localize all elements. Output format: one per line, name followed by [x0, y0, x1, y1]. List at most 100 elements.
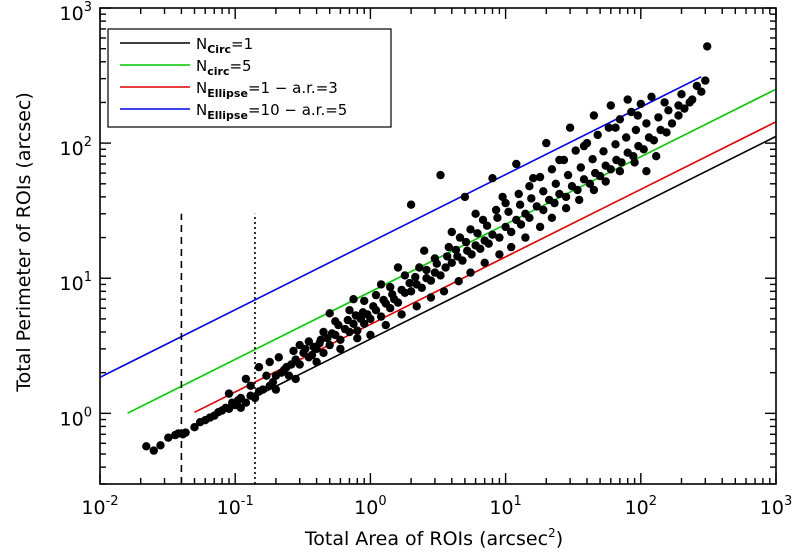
data-point	[417, 283, 426, 292]
data-point	[458, 256, 467, 265]
data-point	[289, 346, 298, 356]
data-point	[336, 335, 345, 344]
data-point	[550, 198, 559, 208]
data-point	[376, 312, 386, 321]
data-point	[353, 326, 362, 335]
data-point	[636, 99, 645, 109]
data-point	[674, 101, 683, 110]
data-point	[535, 172, 545, 182]
data-point	[606, 165, 615, 174]
y-tick-label: 102	[60, 135, 92, 160]
data-point	[284, 371, 294, 380]
data-point	[631, 125, 641, 135]
data-point	[585, 179, 595, 188]
data-point	[565, 123, 575, 132]
data-point	[573, 185, 582, 195]
axes: 10-2 10-1 100 101 102 103 100 101 102 103	[60, 0, 793, 519]
data-point	[405, 278, 414, 288]
legend-label-4: NEllipse=10 − a.r.=5	[196, 101, 347, 122]
data-point	[397, 285, 406, 295]
data-point	[507, 242, 516, 252]
data-point	[156, 441, 165, 450]
data-point	[611, 140, 620, 149]
data-point	[601, 177, 610, 186]
data-point	[561, 192, 571, 202]
data-point	[701, 76, 710, 85]
data-point	[397, 310, 406, 319]
data-point	[622, 133, 631, 142]
data-point	[525, 182, 534, 191]
data-point	[443, 252, 452, 261]
data-point	[268, 378, 278, 387]
data-point	[164, 433, 173, 442]
data-point	[250, 393, 260, 403]
data-point	[617, 158, 626, 167]
data-point	[307, 350, 317, 360]
x-tick-label: 101	[489, 494, 521, 519]
data-point	[334, 320, 343, 330]
data-point	[447, 227, 456, 237]
data-point	[630, 158, 639, 167]
data-point	[547, 213, 557, 222]
data-point	[484, 239, 493, 248]
data-point	[461, 237, 471, 247]
x-axis-title: Total Area of ROIs (arcsec2)	[304, 526, 563, 550]
data-point	[254, 362, 264, 372]
data-point	[539, 187, 548, 196]
data-point	[381, 320, 390, 330]
data-point	[532, 202, 541, 211]
data-point	[181, 428, 190, 437]
data-point	[588, 155, 597, 164]
data-point	[542, 138, 551, 148]
data-point	[360, 296, 369, 306]
data-point	[576, 163, 585, 172]
data-point	[246, 381, 255, 390]
data-point	[639, 145, 648, 154]
data-point	[319, 348, 328, 358]
data-point	[501, 222, 510, 232]
data-point	[325, 309, 334, 318]
data-point	[393, 298, 403, 307]
data-point	[697, 87, 706, 96]
data-point	[529, 174, 538, 183]
data-point	[611, 123, 620, 132]
data-point	[149, 446, 158, 455]
data-point	[360, 319, 369, 328]
data-point	[426, 293, 436, 302]
data-point	[376, 280, 386, 289]
data-point	[415, 263, 424, 272]
data-point	[304, 337, 313, 346]
data-point	[535, 222, 545, 232]
data-point	[654, 113, 663, 122]
data-point	[521, 233, 530, 242]
data-point	[467, 250, 476, 259]
data-point	[274, 353, 283, 362]
data-point	[555, 189, 564, 199]
data-point	[561, 204, 571, 213]
x-tick-label: 102	[625, 494, 657, 519]
data-point	[677, 90, 686, 99]
data-point	[439, 287, 449, 296]
data-point	[633, 111, 642, 120]
data-point	[295, 360, 304, 369]
data-point	[478, 215, 488, 225]
data-point	[393, 263, 403, 272]
data-point	[327, 329, 337, 338]
data-point	[301, 344, 310, 354]
data-point	[451, 245, 461, 255]
data-point	[649, 136, 659, 145]
series-line-4	[99, 76, 702, 379]
data-point	[623, 95, 632, 104]
data-point	[325, 340, 334, 350]
data-point	[262, 371, 271, 380]
legend-label-3: NEllipse=1 − a.r.=3	[196, 79, 338, 100]
data-point	[411, 272, 420, 282]
data-point	[593, 130, 602, 140]
data-point	[466, 225, 475, 234]
data-point	[258, 385, 267, 394]
data-point	[460, 192, 470, 202]
data-point	[466, 268, 475, 277]
y-tick-label: 103	[60, 0, 92, 25]
data-point	[527, 194, 536, 203]
